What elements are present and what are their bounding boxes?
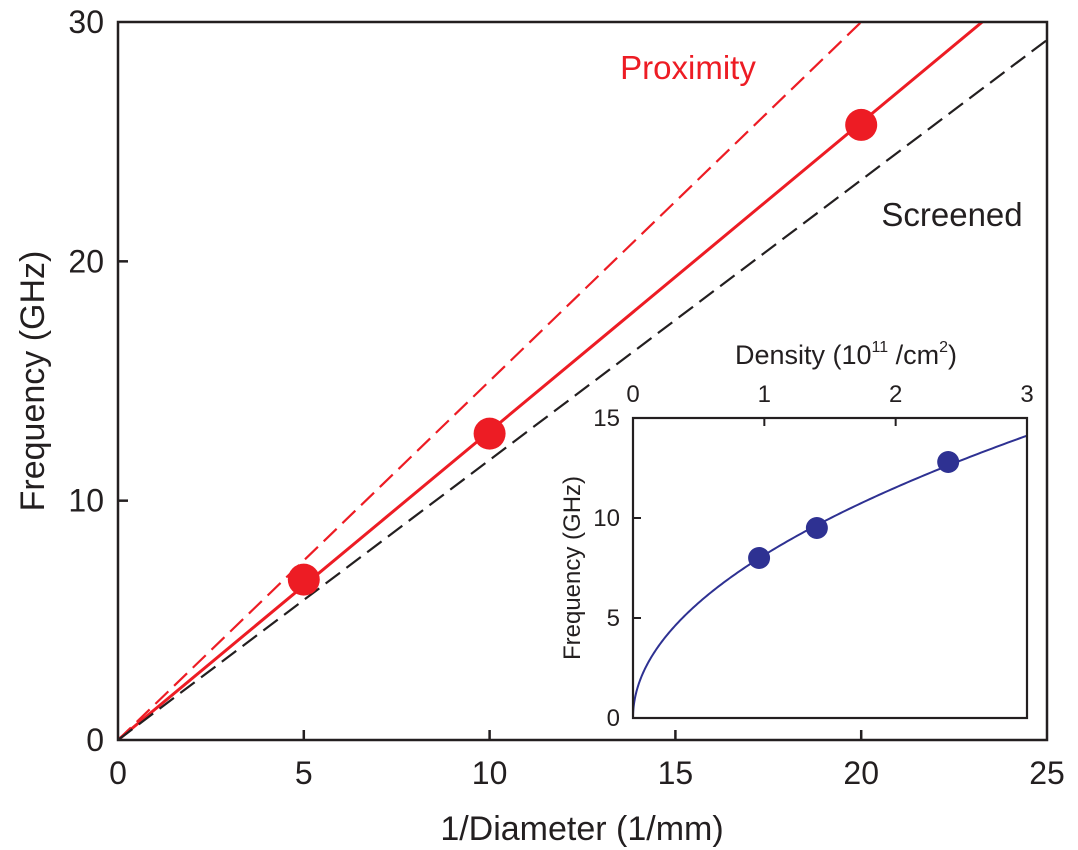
inset-data-point bbox=[748, 547, 771, 569]
main-data-point bbox=[845, 108, 878, 141]
inset-y-tick-label: 15 bbox=[593, 405, 620, 432]
inset-y-tick-label: 5 bbox=[607, 605, 620, 632]
main-series-layer bbox=[118, 22, 1047, 740]
main-data-point bbox=[287, 563, 320, 596]
inset-data-point bbox=[805, 517, 828, 539]
inset-x-axis-title: Density (1011 /cm2) bbox=[735, 339, 957, 370]
main-y-tick-label: 20 bbox=[68, 243, 104, 279]
inset-y-tick-label: 0 bbox=[607, 705, 620, 732]
inset-fit-curve bbox=[633, 434, 1027, 718]
inset-x-title-unit: /cm bbox=[888, 340, 939, 370]
main-y-axis-title: Frequency (GHz) bbox=[14, 251, 52, 512]
proximity-dashed-line bbox=[118, 22, 863, 740]
inset-x-title-exponent2: 2 bbox=[939, 339, 948, 356]
main-markers-layer bbox=[287, 108, 878, 596]
main-x-axis-title: 1/Diameter (1/mm) bbox=[440, 810, 723, 848]
main-y-tick-label: 30 bbox=[68, 4, 104, 40]
inset-x-tick-label: 3 bbox=[1020, 381, 1033, 408]
inset-x-tick-label: 1 bbox=[758, 381, 771, 408]
inset-background bbox=[633, 418, 1027, 718]
main-x-tick-label: 20 bbox=[843, 755, 879, 791]
main-x-ticks: 0 5 10 15 20 25 bbox=[109, 730, 1065, 791]
main-x-tick-label: 0 bbox=[109, 755, 127, 791]
proximity-label: Proximity bbox=[620, 49, 756, 86]
inset-data-point bbox=[937, 451, 960, 473]
inset-markers-layer bbox=[748, 451, 960, 569]
inset-x-ticks: 0 1 2 3 bbox=[626, 381, 1034, 426]
inset-y-axis-title: Frequency (GHz) bbox=[559, 476, 586, 660]
main-data-point bbox=[473, 417, 506, 450]
inset-series-layer bbox=[633, 434, 1027, 718]
main-y-tick-label: 10 bbox=[68, 483, 104, 519]
inset-x-tick-label: 0 bbox=[626, 381, 639, 408]
inset-x-tick-label: 2 bbox=[889, 381, 902, 408]
inset-x-title-exponent: 11 bbox=[872, 339, 889, 356]
main-x-tick-label: 15 bbox=[658, 755, 694, 791]
inset-x-title-close: ) bbox=[948, 340, 957, 370]
main-y-ticks: 0 10 20 30 bbox=[68, 4, 128, 758]
proximity-fit-line bbox=[118, 22, 985, 740]
screened-label: Screened bbox=[881, 196, 1022, 233]
main-y-tick-label: 0 bbox=[86, 722, 104, 758]
inset-plot-frame bbox=[631, 416, 1029, 720]
inset-x-title-main: Density (10 bbox=[735, 340, 872, 370]
inset-y-ticks: 0 5 10 15 bbox=[593, 405, 641, 732]
main-plot-frame bbox=[116, 20, 1049, 742]
inset-y-tick-label: 10 bbox=[593, 505, 620, 532]
main-x-tick-label: 5 bbox=[295, 755, 313, 791]
screened-dashed-line bbox=[118, 39, 1047, 740]
main-x-tick-label: 25 bbox=[1029, 755, 1065, 791]
main-x-tick-label: 10 bbox=[472, 755, 508, 791]
